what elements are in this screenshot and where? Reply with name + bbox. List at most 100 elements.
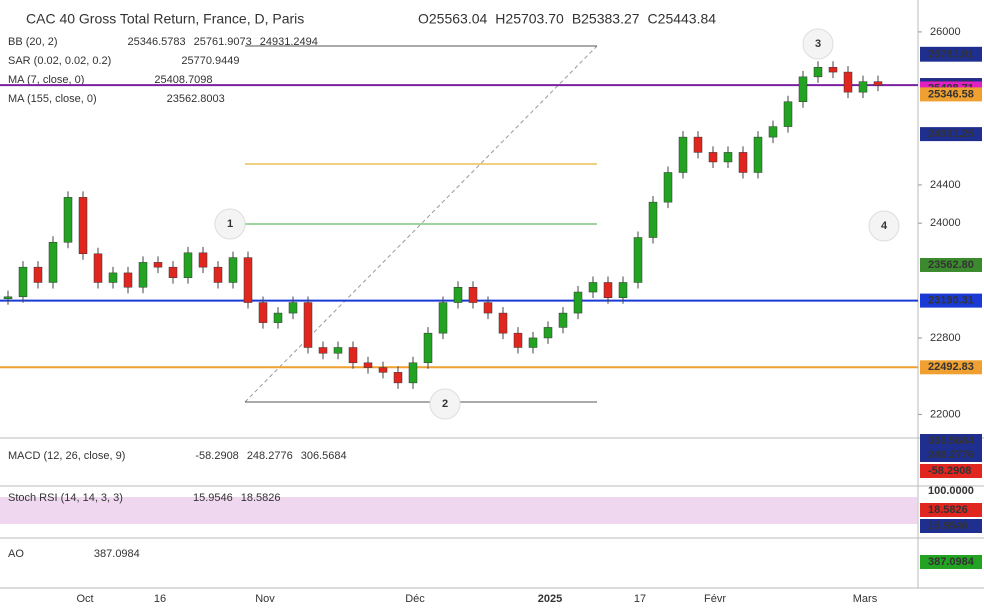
- candle: [93, 253, 103, 283]
- candle: [213, 266, 223, 283]
- candle: [288, 302, 298, 314]
- panel-name: MACD (12, 26, close, 9): [8, 450, 125, 462]
- panel-tag: [920, 434, 982, 448]
- annotation: 2: [442, 398, 448, 410]
- candle: [723, 152, 733, 163]
- ohlc-value: O25563.04: [418, 11, 487, 27]
- candle: [438, 302, 448, 334]
- candle: [663, 172, 673, 203]
- candle: [708, 152, 718, 163]
- candle: [543, 327, 553, 339]
- x-tick-label: 17: [634, 593, 646, 605]
- candle: [138, 262, 148, 288]
- annotation-circle: [802, 28, 834, 60]
- candle: [618, 282, 628, 299]
- candle: [498, 312, 508, 334]
- candle: [228, 257, 238, 283]
- chart-title: CAC 40 Gross Total Return, France, D, Pa…: [26, 11, 304, 27]
- candle: [363, 362, 373, 368]
- price-tag: [920, 257, 982, 272]
- candle: [468, 286, 478, 303]
- ohlc-value: H25703.70: [495, 11, 564, 27]
- candle: [558, 312, 568, 328]
- candle: [633, 237, 643, 283]
- panel-tag: [920, 519, 982, 533]
- panel-tag-label: 306.5684: [928, 435, 975, 447]
- price-tag: [920, 360, 982, 375]
- x-tick-label: Févr: [704, 593, 726, 605]
- candle: [393, 372, 403, 384]
- candle: [3, 296, 13, 300]
- candle: [33, 266, 43, 283]
- indicator-name: MA (7, close, 0): [8, 74, 84, 86]
- indicator-value: 25346.5783: [128, 36, 186, 48]
- candle: [378, 367, 388, 373]
- y-tick-label: 24400: [930, 179, 961, 191]
- price-tag: [920, 47, 982, 62]
- candle: [603, 282, 613, 299]
- indicator-name: SAR (0.02, 0.02, 0.2): [8, 55, 111, 67]
- price-tag-label: 23190.31: [928, 295, 974, 307]
- candle: [273, 312, 283, 323]
- candle: [648, 201, 658, 238]
- indicator-value: 25408.7098: [154, 74, 212, 86]
- indicator-value: 23562.8003: [167, 93, 225, 105]
- x-tick-label: Nov: [255, 593, 275, 605]
- x-tick-label: Oct: [76, 593, 93, 605]
- indicator-value: 25761.9073: [194, 36, 252, 48]
- candle: [843, 71, 853, 93]
- candle: [528, 337, 538, 348]
- panel-tag: [920, 555, 982, 569]
- candle: [798, 76, 808, 102]
- x-tick-label: 16: [154, 593, 166, 605]
- annotation: 1: [227, 218, 233, 230]
- candle: [573, 291, 583, 314]
- candle: [108, 272, 118, 283]
- panel-tag: [920, 464, 982, 478]
- x-tick-label: Mars: [853, 593, 878, 605]
- candle: [333, 347, 343, 354]
- panel-value: 18.5826: [241, 492, 281, 504]
- indicator-value: 24931.2494: [260, 36, 318, 48]
- panel-tag-label: 18.5826: [928, 504, 968, 516]
- candle: [198, 252, 208, 268]
- indicator-name: BB (20, 2): [8, 36, 58, 48]
- panel-tag-label: -58.2908: [928, 465, 971, 477]
- panel-name: AO: [8, 548, 24, 560]
- panel-tag-label: 248.2776: [928, 449, 974, 461]
- price-tag: [920, 87, 982, 102]
- candle: [768, 126, 778, 138]
- candle: [783, 101, 793, 127]
- panel-name: Stoch RSI (14, 14, 3, 3): [8, 492, 123, 504]
- candle: [258, 302, 268, 323]
- candle: [813, 67, 823, 78]
- candle: [168, 266, 178, 278]
- annotation-circle: [868, 210, 900, 242]
- y-tick-label: 26000: [930, 26, 961, 38]
- candle: [48, 242, 58, 283]
- x-tick-label: 2025: [538, 593, 562, 605]
- candle: [318, 347, 328, 354]
- price-tag: [920, 293, 982, 308]
- ohlc-value: C25443.84: [648, 11, 717, 27]
- candle: [678, 136, 688, 173]
- panel-value: 306.5684: [301, 450, 347, 462]
- candle: [753, 136, 763, 173]
- panel-value: 15.9546: [193, 492, 233, 504]
- price-tag: [920, 127, 982, 142]
- price-tag-label: 24931.25: [928, 128, 974, 140]
- candle: [123, 272, 133, 288]
- candle: [738, 152, 748, 173]
- panel-tag-label: 387.0984: [928, 556, 975, 568]
- candle: [153, 262, 163, 268]
- candle: [828, 67, 838, 73]
- price-tag-label: 22492.83: [928, 361, 974, 373]
- price-tag-label: 25761.91: [928, 49, 974, 61]
- candle: [588, 282, 598, 293]
- panel-value: 248.2776: [247, 450, 293, 462]
- candle: [303, 302, 313, 348]
- x-tick-label: Déc: [405, 593, 425, 605]
- panel-value: -58.2908: [195, 450, 238, 462]
- annotation-circle: [429, 388, 461, 420]
